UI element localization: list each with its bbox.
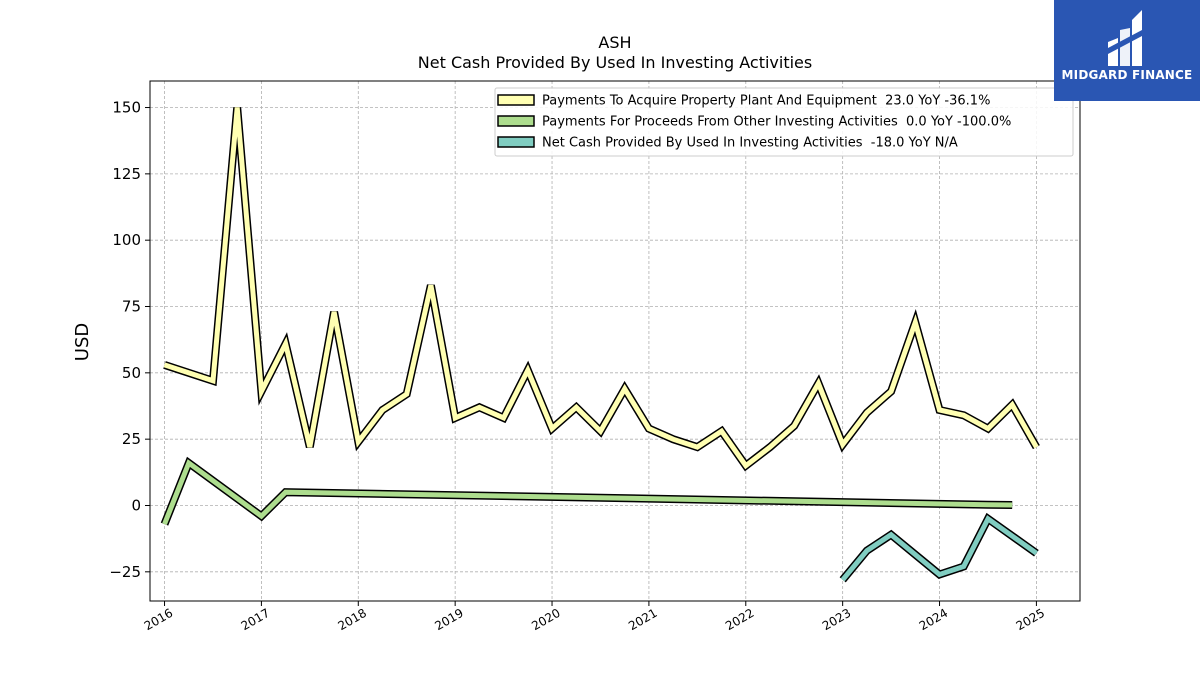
- legend-swatch-2: [497, 136, 535, 148]
- x-tick-label: 2025: [1014, 606, 1047, 633]
- legend: Payments To Acquire Property Plant And E…: [494, 87, 1074, 157]
- x-tick-label: 2017: [239, 606, 272, 633]
- plot-frame: [149, 80, 1081, 602]
- y-tick-label: 150: [112, 99, 141, 117]
- legend-swatch-0: [497, 94, 535, 106]
- y-axis-label: USD: [72, 323, 93, 361]
- legend-swatch-1: [497, 115, 535, 127]
- x-tick-label: 2023: [820, 606, 853, 633]
- y-tick-label: −25: [109, 563, 141, 581]
- y-tick-label: 125: [112, 165, 141, 183]
- series-outline-0: [163, 107, 1040, 472]
- y-tick-label: 50: [122, 364, 141, 382]
- y-tick-label: 100: [112, 231, 141, 249]
- legend-label-1: Payments For Proceeds From Other Investi…: [542, 115, 1011, 130]
- legend-frame: [494, 87, 1074, 157]
- grid: [150, 81, 1080, 601]
- x-tick-label: 2020: [529, 606, 562, 633]
- legend-label-0: Payments To Acquire Property Plant And E…: [542, 94, 990, 109]
- x-axis: 2016 2017 2018 2019 2020 2021 2022 2023 2024 2025: [142, 601, 1047, 633]
- x-tick-label: 2024: [917, 606, 950, 633]
- y-tick-label: 75: [122, 298, 141, 316]
- logo-text: MIDGARD FINANCE: [1061, 68, 1193, 82]
- series-line-2: [840, 515, 1038, 582]
- y-tick-label: 0: [131, 496, 141, 514]
- x-tick-label: 2018: [336, 606, 369, 633]
- series-line-1: [162, 459, 1013, 526]
- series-layer: [160, 107, 1040, 583]
- y-tick-label: 25: [122, 430, 141, 448]
- chart-title: ASH: [598, 33, 631, 52]
- x-tick-label: 2019: [432, 606, 465, 633]
- chart-subtitle: Net Cash Provided By Used In Investing A…: [418, 53, 812, 72]
- legend-label-2: Net Cash Provided By Used In Investing A…: [542, 136, 958, 151]
- y-axis: −25 0 25 50 75 100 125 150: [109, 99, 150, 581]
- x-tick-label: 2021: [626, 606, 659, 633]
- x-tick-label: 2016: [142, 606, 175, 633]
- x-tick-label: 2022: [723, 606, 756, 633]
- series-line-0: [163, 107, 1039, 470]
- logo-mark-icon: [1108, 10, 1142, 66]
- midgard-finance-logo: MIDGARD FINANCE: [1054, 0, 1200, 101]
